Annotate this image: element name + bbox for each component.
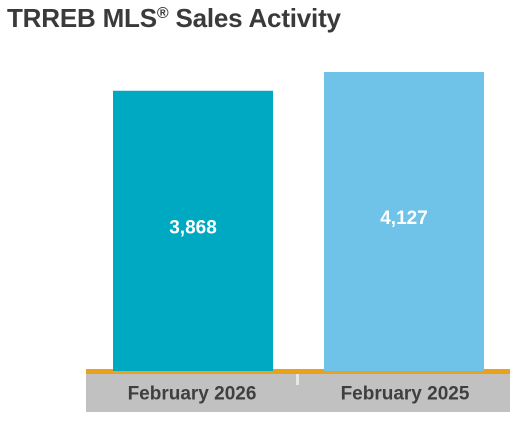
- chart-title-main: TRREB MLS: [7, 3, 157, 33]
- bar-2: [324, 72, 484, 371]
- x-axis-line: [86, 369, 510, 374]
- bar-value-label-2: 4,127: [380, 208, 428, 229]
- bar-value-label-1: 3,868: [169, 217, 217, 238]
- bar-1: [113, 90, 273, 372]
- category-label-1: February 2026: [128, 384, 257, 405]
- category-label-2: February 2025: [341, 384, 470, 405]
- category-separator: [296, 372, 299, 385]
- bars-layer: 3,868 February 2026 4,127 February 2025: [113, 72, 484, 405]
- registered-mark: ®: [156, 5, 169, 22]
- chart-title-rest: Sales Activity: [168, 3, 341, 33]
- chart-title: TRREB MLS® Sales Activity: [7, 3, 341, 34]
